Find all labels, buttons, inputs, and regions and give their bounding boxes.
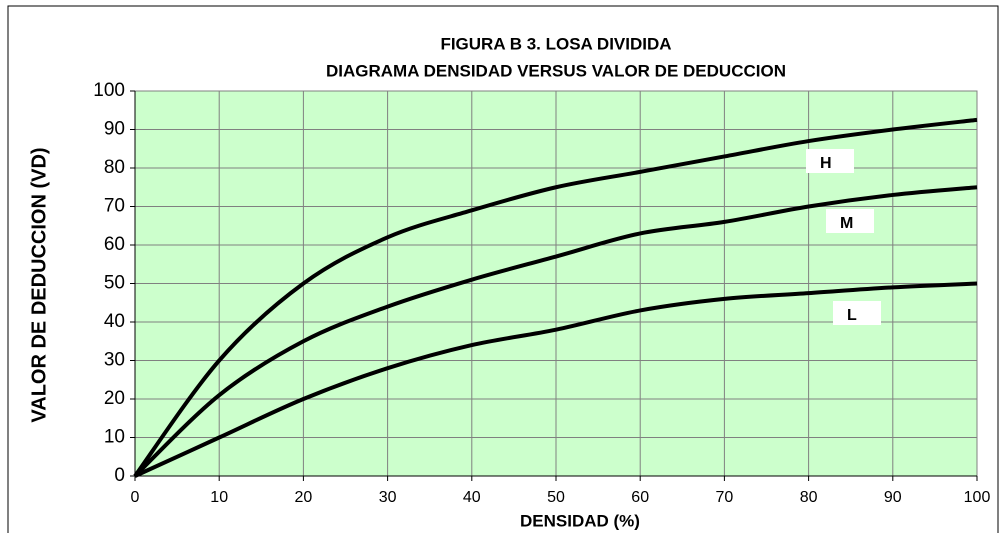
series-label-box (833, 301, 881, 325)
series-label: L (847, 307, 857, 324)
x-tick-label: 20 (295, 489, 313, 506)
y-tick-label: 40 (104, 311, 125, 332)
y-tick-label: 70 (104, 196, 125, 217)
y-tick-label: 30 (104, 350, 125, 371)
x-tick-label: 70 (716, 489, 734, 506)
x-tick-label: 60 (631, 489, 649, 506)
chart-title: FIGURA B 3. LOSA DIVIDIDA (440, 34, 671, 53)
x-tick-label: 90 (884, 489, 902, 506)
y-tick-label: 100 (93, 80, 125, 101)
y-tick-label: 0 (114, 465, 125, 486)
series-line (134, 281, 978, 478)
x-tick-label: 80 (800, 489, 818, 506)
y-tick-label: 10 (104, 427, 125, 448)
chart-subtitle: DIAGRAMA DENSIDAD VERSUS VALOR DE DEDUCC… (326, 61, 786, 80)
x-tick-label: 0 (131, 489, 140, 506)
x-tick-label: 30 (379, 489, 397, 506)
y-tick-label: 20 (104, 388, 125, 409)
series-label-box (806, 149, 854, 173)
x-axis-label: DENSIDAD (%) (520, 511, 640, 530)
series-label-box (826, 209, 874, 233)
y-tick-label: 60 (104, 234, 125, 255)
y-axis-label: VALOR DE DEDUCCION (VD) (28, 147, 50, 422)
y-tick-label: 50 (104, 273, 125, 294)
series-line (133, 185, 978, 478)
series-label: H (820, 155, 832, 172)
x-tick-label: 50 (547, 489, 565, 506)
x-tick-label: 100 (964, 489, 991, 506)
x-tick-label: 10 (210, 489, 228, 506)
y-tick-label: 90 (104, 119, 125, 140)
y-tick-label: 80 (104, 157, 125, 178)
series-line (133, 117, 978, 478)
series-label: M (840, 215, 853, 232)
x-tick-label: 40 (463, 489, 481, 506)
